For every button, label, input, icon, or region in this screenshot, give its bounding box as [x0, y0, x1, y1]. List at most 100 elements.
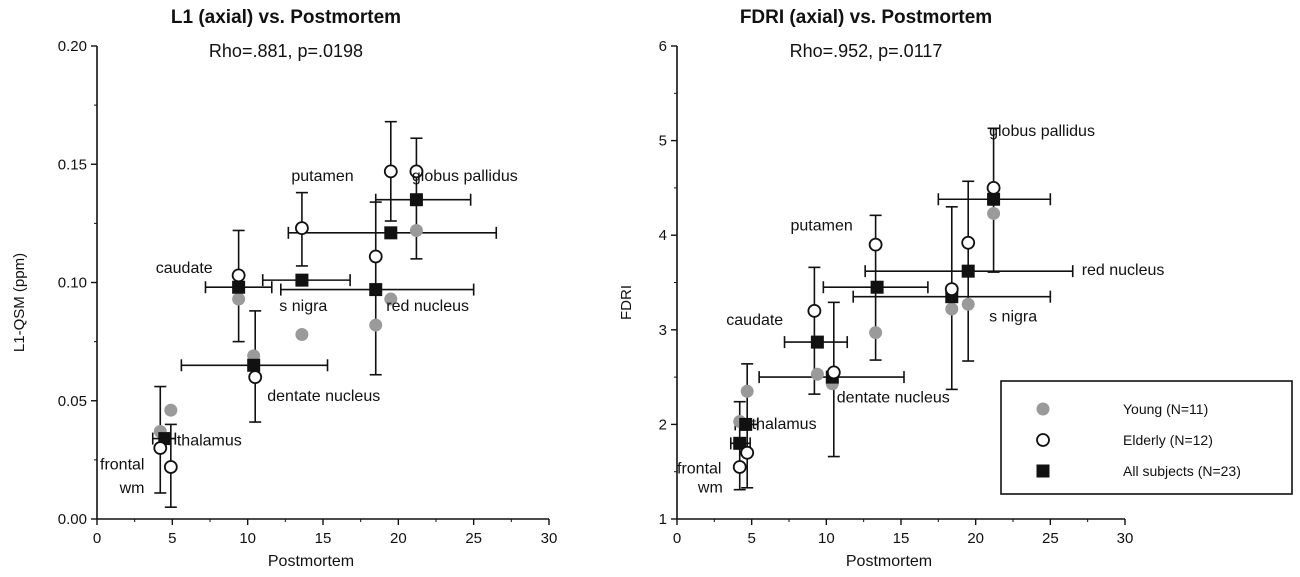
legend-marker-gray-circle — [1036, 402, 1050, 416]
data-point-filled-square — [961, 264, 975, 278]
region-label: wm — [119, 480, 145, 497]
y-axis-label: L1-QSM (ppm) — [11, 253, 28, 352]
data-point-open-circle — [732, 460, 747, 474]
legend: Young (N=11) Elderly (N=12) All subjects (… — [1000, 380, 1293, 495]
data-point-gray-circle — [409, 223, 423, 237]
data-point-open-circle — [986, 180, 1001, 195]
region-label: s nigra — [279, 298, 327, 315]
data-point-open-circle — [740, 445, 755, 460]
data-point-gray-circle — [369, 318, 383, 332]
region-label: red nucleus — [386, 298, 469, 315]
x-tick-label: 20 — [390, 530, 407, 547]
data-point-open-circle — [961, 235, 976, 250]
y-tick-label: 5 — [659, 133, 667, 150]
legend-marker-open-circle — [1036, 433, 1050, 447]
data-point-gray-circle — [295, 328, 309, 342]
region-label: putamen — [291, 168, 353, 185]
x-axis-label: Postmortem — [268, 553, 354, 570]
y-tick-label: 0.05 — [58, 393, 87, 410]
x-tick-label: 20 — [967, 530, 984, 547]
data-point-open-circle — [248, 370, 263, 385]
x-tick-label: 5 — [168, 530, 176, 547]
legend-marker-filled-square — [1036, 464, 1050, 478]
region-label: frontal — [677, 461, 721, 478]
data-point-open-circle — [368, 249, 383, 264]
legend-label: Elderly (N=12) — [1123, 432, 1213, 448]
y-axis-label: FDRI — [618, 285, 635, 320]
x-tick-label: 30 — [541, 530, 558, 547]
region-label: globus pallidus — [412, 168, 518, 185]
y-tick-label: 3 — [659, 322, 667, 339]
x-tick-label: 10 — [239, 530, 256, 547]
region-label: thalamus — [177, 433, 242, 450]
data-point-filled-square — [247, 358, 261, 372]
x-tick-label: 15 — [315, 530, 332, 547]
region-label: dentate nucleus — [837, 390, 950, 407]
x-tick-label: 15 — [893, 530, 910, 547]
legend-label: Young (N=11) — [1123, 401, 1208, 417]
region-label: putamen — [790, 217, 852, 234]
chart-subtitle: Rho=.881, p=.0198 — [209, 41, 363, 61]
data-point-open-circle — [826, 365, 841, 380]
x-tick-label: 5 — [747, 530, 755, 547]
y-tick-label: 0.00 — [58, 511, 87, 528]
chart-title: L1 (axial) vs. Postmortem — [171, 7, 401, 28]
data-point-filled-square — [409, 193, 423, 207]
y-tick-label: 0.20 — [58, 38, 87, 55]
data-point-gray-circle — [945, 302, 959, 316]
data-point-gray-circle — [740, 384, 754, 398]
data-point-filled-square — [739, 417, 753, 431]
region-label: caudate — [156, 260, 213, 277]
data-point-gray-circle — [987, 206, 1001, 220]
region-label: frontal — [100, 456, 144, 473]
data-point-open-circle — [163, 460, 178, 474]
data-point-filled-square — [384, 226, 398, 240]
region-label: caudate — [726, 312, 783, 329]
data-point-gray-circle — [961, 297, 975, 311]
x-tick-label: 30 — [1117, 530, 1134, 547]
data-point-open-circle — [409, 164, 424, 179]
legend-label: All subjects (N=23) — [1123, 463, 1241, 479]
x-tick-label: 10 — [818, 530, 835, 547]
chart-title: FDRI (axial) vs. Postmortem — [740, 7, 992, 28]
data-point-gray-circle — [384, 292, 398, 306]
data-point-open-circle — [231, 268, 246, 283]
y-tick-label: 2 — [659, 416, 667, 433]
data-point-filled-square — [810, 335, 824, 349]
chart-1: L1 (axial) vs. Postmortem Rho=.881, p=.01… — [11, 7, 557, 570]
data-point-filled-square — [369, 283, 383, 297]
data-point-open-circle — [383, 164, 398, 179]
y-tick-label: 0.10 — [58, 275, 87, 292]
chart-subtitle: Rho=.952, p=.0117 — [790, 41, 943, 61]
x-tick-label: 0 — [93, 530, 101, 547]
data-point-gray-circle — [232, 292, 246, 306]
data-point-filled-square — [295, 273, 309, 287]
data-point-gray-circle — [810, 367, 824, 381]
data-point-filled-square — [733, 436, 747, 450]
data-point-filled-square — [987, 192, 1001, 206]
data-point-filled-square — [870, 280, 884, 294]
x-tick-label: 25 — [465, 530, 482, 547]
y-tick-label: 1 — [659, 511, 667, 528]
region-label: s nigra — [989, 308, 1037, 325]
data-point-gray-circle — [164, 403, 178, 417]
data-point-open-circle — [868, 237, 883, 252]
x-tick-label: 25 — [1042, 530, 1059, 547]
data-point-open-circle — [153, 441, 168, 455]
y-tick-label: 0.15 — [58, 156, 87, 173]
y-tick-label: 6 — [659, 38, 667, 55]
data-point-open-circle — [944, 282, 959, 297]
x-tick-label: 0 — [673, 530, 681, 547]
region-label: thalamus — [752, 416, 817, 433]
region-label: red nucleus — [1082, 262, 1165, 279]
region-label: wm — [697, 480, 723, 497]
data-point-gray-circle — [869, 326, 883, 340]
x-axis-label: Postmortem — [846, 553, 932, 570]
region-label: dentate nucleus — [267, 388, 380, 405]
region-label: globus pallidus — [989, 123, 1095, 140]
data-point-filled-square — [232, 280, 246, 294]
data-point-open-circle — [807, 303, 822, 318]
data-point-open-circle — [295, 221, 309, 236]
y-tick-label: 4 — [659, 227, 667, 244]
